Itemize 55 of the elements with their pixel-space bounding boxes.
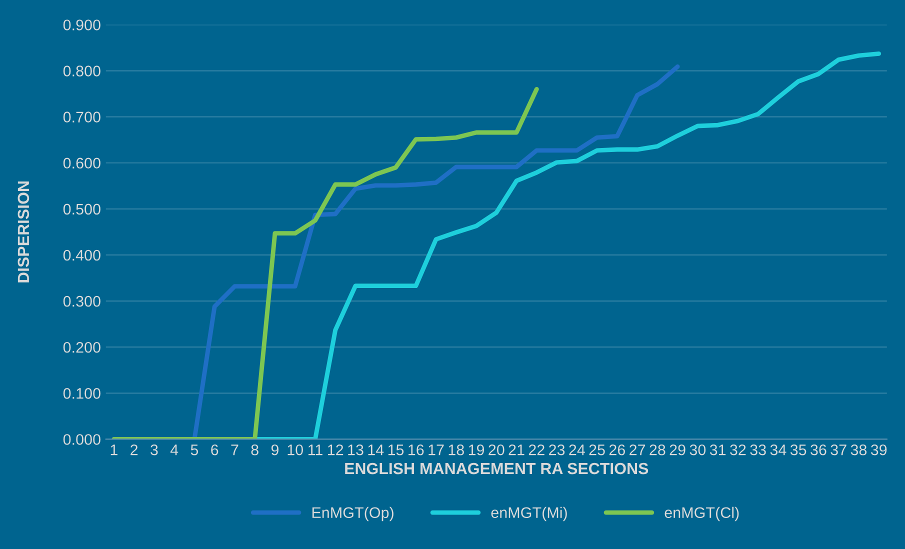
x-tick-label: 35 bbox=[790, 444, 806, 456]
x-tick-label: 33 bbox=[750, 444, 766, 456]
x-tick-label: 26 bbox=[609, 444, 625, 456]
x-tick-label: 20 bbox=[488, 444, 504, 456]
x-tick-label: 31 bbox=[710, 444, 726, 456]
x-tick-label: 18 bbox=[448, 444, 464, 456]
y-tick-label: 0.300 bbox=[63, 296, 100, 307]
x-tick-label: 36 bbox=[810, 444, 826, 456]
x-tick-label: 21 bbox=[508, 444, 524, 456]
x-tick-label: 34 bbox=[770, 444, 786, 456]
x-tick-label: 23 bbox=[549, 444, 565, 456]
x-tick-label: 7 bbox=[231, 444, 238, 456]
y-tick-label: 0.600 bbox=[63, 158, 100, 169]
x-tick-label: 15 bbox=[388, 444, 404, 456]
x-tick-label: 32 bbox=[730, 444, 746, 456]
x-tick-label: 39 bbox=[870, 444, 887, 456]
x-tick-label: 38 bbox=[850, 444, 867, 456]
y-tick-label: 0.800 bbox=[63, 66, 100, 76]
x-tick-label: 16 bbox=[408, 444, 424, 456]
x-tick-label: 2 bbox=[130, 444, 138, 456]
x-tick-label: 11 bbox=[308, 444, 322, 456]
x-tick-label: 22 bbox=[528, 444, 544, 456]
y-tick-label: 0.500 bbox=[63, 204, 100, 215]
y-tick-label: 0.100 bbox=[63, 388, 100, 399]
y-tick-label: 0.000 bbox=[63, 434, 100, 445]
x-tick-label: 28 bbox=[650, 444, 666, 456]
legend-label: enMGT(Cl) bbox=[664, 506, 739, 522]
x-tick-label: 30 bbox=[690, 444, 706, 456]
x-tick-label: 9 bbox=[271, 444, 278, 456]
x-tick-label: 8 bbox=[251, 444, 258, 456]
x-tick-label: 6 bbox=[211, 444, 218, 456]
x-tick-label: 13 bbox=[348, 444, 364, 456]
y-tick-label: 0.400 bbox=[63, 250, 100, 261]
x-tick-label: 24 bbox=[569, 444, 585, 456]
y-tick-label: 0.200 bbox=[63, 342, 100, 353]
x-tick-label: 4 bbox=[170, 444, 178, 456]
x-tick-label: 25 bbox=[589, 444, 605, 456]
x-tick-label: 1 bbox=[110, 444, 118, 456]
x-tick-label: 27 bbox=[630, 444, 646, 456]
x-tick-label: 12 bbox=[328, 444, 344, 456]
x-tick-label: 19 bbox=[468, 444, 484, 456]
x-tick-label: 37 bbox=[830, 444, 846, 456]
x-tick-label: 5 bbox=[190, 444, 198, 456]
legend-label: EnMGT(Op) bbox=[312, 506, 394, 522]
y-axis-title: DISPERISION bbox=[18, 182, 30, 282]
x-tick-label: 29 bbox=[670, 444, 686, 456]
y-tick-label: 0.900 bbox=[63, 20, 100, 30]
x-tick-label: 10 bbox=[288, 444, 303, 456]
x-tick-label: 14 bbox=[368, 444, 384, 456]
x-axis-title: ENGLISH MANAGEMENT RA SECTIONS bbox=[345, 462, 648, 474]
x-tick-label: 17 bbox=[428, 444, 444, 456]
x-tick-label: 3 bbox=[150, 444, 158, 456]
legend-label: enMGT(Mi) bbox=[491, 506, 567, 522]
y-tick-label: 0.700 bbox=[63, 112, 100, 122]
line-series bbox=[112, 86, 539, 440]
